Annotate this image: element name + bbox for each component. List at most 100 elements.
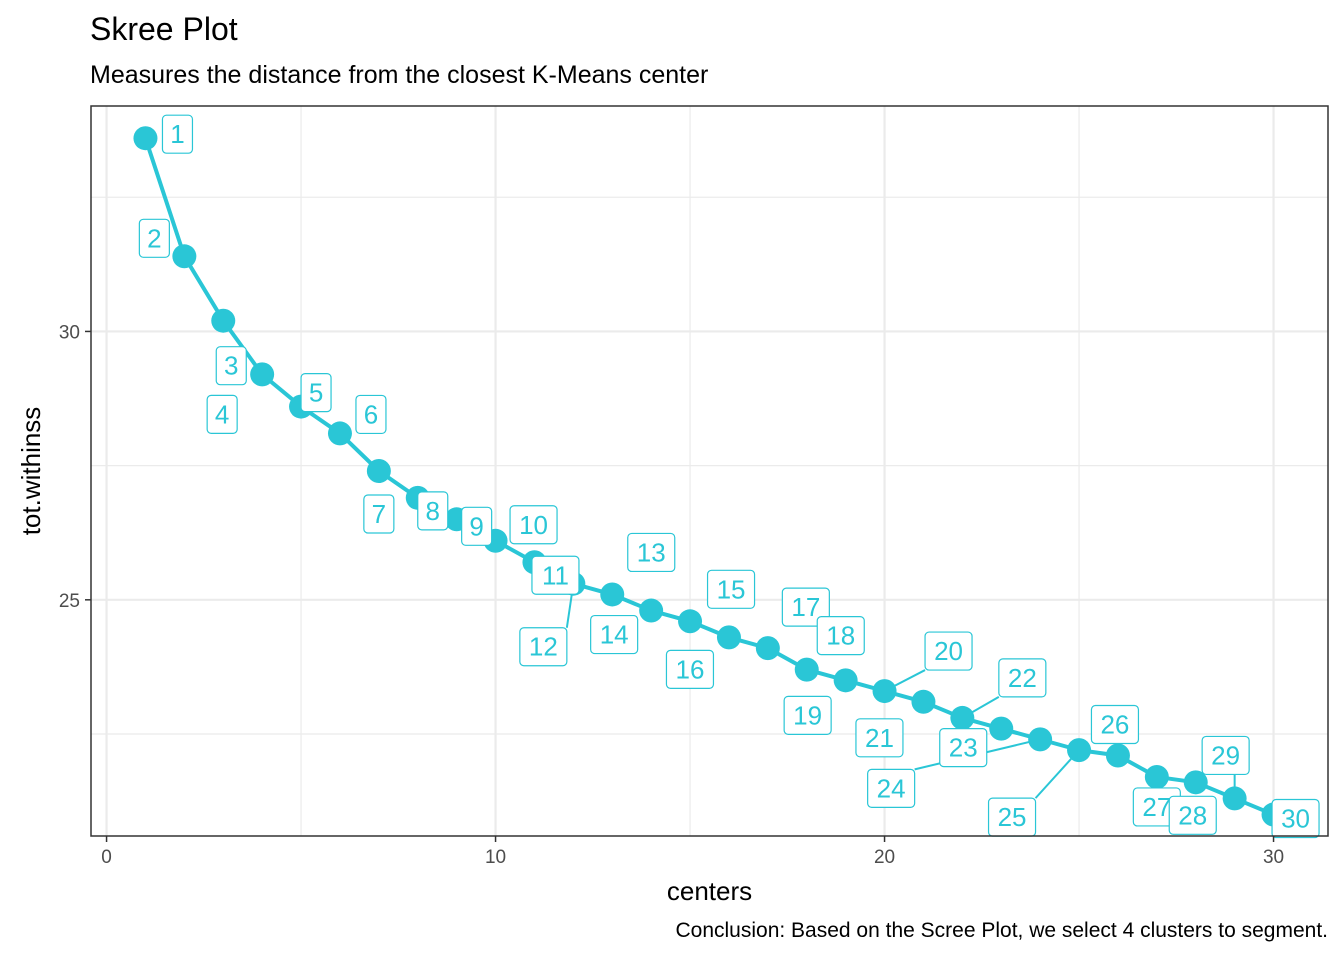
- point-label: 26: [1090, 704, 1140, 745]
- data-point: [211, 308, 236, 333]
- point-label-box: [519, 627, 568, 667]
- point-label: 11: [531, 555, 580, 595]
- point-label-box: [363, 494, 395, 534]
- point-label: 22: [998, 658, 1047, 698]
- data-point: [872, 679, 897, 704]
- point-label-text: 24: [877, 773, 906, 803]
- y-axis-title: tot.withinss: [16, 407, 46, 536]
- point-label: 21: [855, 718, 904, 758]
- chart-title: Skree Plot: [90, 11, 238, 47]
- point-label: 6: [355, 394, 387, 435]
- point-label-box: [138, 218, 170, 258]
- point-label-box: [300, 372, 332, 413]
- point-label-box: [1201, 735, 1250, 776]
- point-label-box: [867, 768, 916, 808]
- point-label: 2: [138, 218, 170, 258]
- point-label: 28: [1168, 795, 1217, 835]
- y-tick-label: 30: [59, 322, 80, 343]
- point-label: 7: [363, 494, 395, 534]
- data-point: [1144, 764, 1169, 789]
- point-label-text: 15: [717, 574, 746, 604]
- point-label-box: [1271, 798, 1320, 839]
- data-point: [600, 582, 625, 607]
- point-label-text: 12: [529, 632, 558, 662]
- data-point: [716, 625, 741, 650]
- data-point: [1183, 770, 1208, 795]
- point-label: 18: [816, 616, 865, 656]
- point-label: 13: [627, 532, 676, 573]
- point-label: 29: [1201, 735, 1250, 776]
- data-point: [366, 459, 391, 483]
- point-label-box: [781, 587, 830, 627]
- point-label-box: [706, 569, 756, 609]
- point-label-box: [783, 695, 832, 735]
- point-label-text: 18: [826, 621, 855, 651]
- point-label-text: 6: [364, 399, 378, 429]
- point-label-box: [215, 346, 247, 386]
- point-label: 24: [867, 768, 916, 808]
- chart-caption: Conclusion: Based on the Scree Plot, we …: [675, 919, 1328, 942]
- point-label-text: 25: [998, 802, 1027, 832]
- data-point: [833, 668, 858, 693]
- point-label-text: 14: [600, 620, 629, 650]
- point-label-box: [590, 614, 639, 655]
- point-label: 19: [783, 695, 832, 735]
- point-label: 16: [665, 649, 715, 689]
- point-label-box: [1168, 795, 1217, 835]
- point-label-box: [939, 728, 988, 768]
- point-label-box: [627, 532, 676, 573]
- point-label-box: [665, 649, 715, 689]
- point-label-box: [461, 506, 493, 546]
- point-label-text: 2: [147, 223, 161, 253]
- y-tick-label: 25: [59, 591, 80, 612]
- data-point: [250, 362, 275, 387]
- data-point: [172, 244, 197, 269]
- point-label-text: 4: [215, 399, 229, 429]
- chart-subtitle: Measures the distance from the closest K…: [90, 61, 709, 89]
- x-axis-title: centers: [667, 876, 752, 906]
- point-label-text: 8: [426, 496, 440, 526]
- point-label-text: 27: [1142, 792, 1171, 822]
- point-label: 25: [987, 797, 1037, 837]
- point-label-text: 10: [519, 510, 548, 540]
- x-tick-label: 0: [101, 847, 112, 868]
- point-label: 4: [206, 394, 238, 434]
- point-label-box: [924, 631, 973, 671]
- data-point: [1067, 738, 1092, 763]
- data-point: [911, 689, 936, 714]
- point-label-box: [816, 616, 865, 656]
- point-label: 5: [300, 372, 332, 413]
- data-point: [327, 421, 352, 446]
- point-label: 9: [461, 506, 493, 546]
- data-point: [950, 705, 975, 730]
- point-label-text: 17: [791, 592, 820, 622]
- point-label-box: [998, 658, 1047, 698]
- data-point: [678, 609, 703, 634]
- data-point: [133, 126, 158, 151]
- point-label-text: 28: [1178, 800, 1207, 830]
- data-point: [989, 716, 1014, 741]
- data-point: [1028, 727, 1053, 752]
- point-label-text: 9: [469, 511, 483, 541]
- point-label: 8: [417, 491, 449, 531]
- point-label: 17: [781, 587, 830, 627]
- point-label-text: 19: [793, 700, 822, 730]
- point-label-box: [509, 505, 558, 545]
- data-point: [1222, 786, 1247, 811]
- point-label: 30: [1271, 798, 1320, 839]
- point-label-text: 29: [1211, 740, 1240, 770]
- point-label-box: [417, 491, 449, 531]
- point-label-text: 7: [372, 499, 386, 529]
- point-label: 20: [924, 631, 973, 671]
- data-point: [1105, 743, 1130, 768]
- axes: 0 10 20 30 25 30: [59, 322, 1284, 868]
- data-point: [755, 636, 780, 661]
- data-point: [639, 598, 664, 623]
- plot-border: [90, 105, 1329, 837]
- point-label-box: [206, 394, 238, 434]
- point-label-box: [355, 394, 387, 435]
- point-label-text: 11: [542, 560, 569, 590]
- point-label: 23: [939, 728, 988, 768]
- point-label: 27: [1132, 787, 1181, 827]
